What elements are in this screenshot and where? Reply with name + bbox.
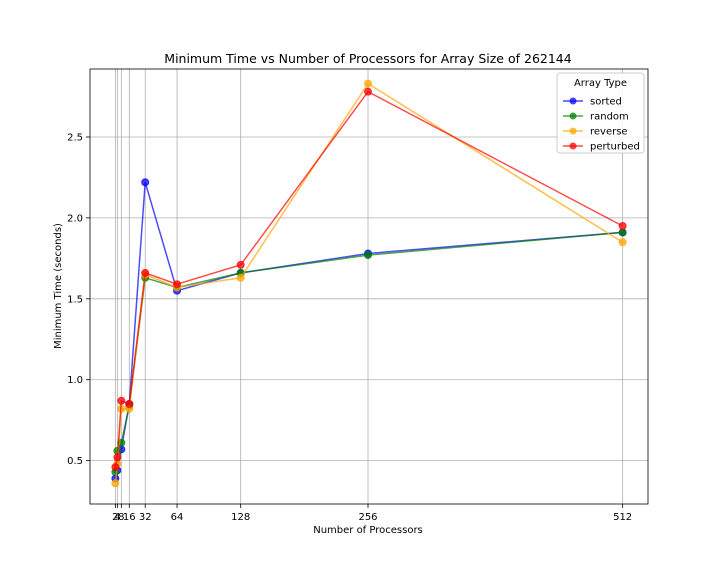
legend-label: perturbed xyxy=(590,142,640,153)
data-point-perturbed xyxy=(173,280,182,289)
x-tick-label: 8 xyxy=(118,512,124,523)
series-sorted xyxy=(111,178,627,483)
legend-item-sorted: sorted xyxy=(563,97,622,108)
data-point-reverse xyxy=(364,79,373,88)
x-tick-label: 2 xyxy=(112,512,118,523)
legend-marker xyxy=(569,112,577,120)
x-tick-label: 256 xyxy=(358,512,377,523)
series-line-perturbed xyxy=(114,90,623,468)
y-tick-label: 2.5 xyxy=(67,132,83,143)
data-point-perturbed xyxy=(236,260,245,269)
data-point-perturbed xyxy=(364,87,373,96)
series-line-random xyxy=(114,231,623,473)
legend-box xyxy=(556,72,645,154)
y-axis-label: Minimum Time (seconds) xyxy=(53,223,64,349)
legend-label: random xyxy=(590,112,629,123)
plot-frame xyxy=(89,68,649,505)
x-tick-label: 4 xyxy=(114,512,120,523)
legend-label: reverse xyxy=(590,127,628,138)
y-tick-label: 2.0 xyxy=(67,213,83,224)
data-point-perturbed xyxy=(117,396,126,405)
x-tick-label: 512 xyxy=(613,512,632,523)
chart-title: Minimum Time vs Number of Processors for… xyxy=(164,51,571,66)
series-perturbed xyxy=(111,87,627,472)
data-point-perturbed xyxy=(125,399,134,408)
data-point-reverse xyxy=(111,479,120,488)
legend-item-perturbed: perturbed xyxy=(563,142,640,153)
legend-label: sorted xyxy=(590,97,622,108)
y-tick-label: 1.5 xyxy=(67,294,83,305)
data-point-sorted xyxy=(141,178,150,187)
legend: Array Type sorted random reverse perturbed xyxy=(556,72,645,154)
data-point-perturbed xyxy=(111,463,120,472)
data-point-random xyxy=(364,251,373,260)
series-line-sorted xyxy=(114,182,623,479)
legend-marker xyxy=(569,97,577,105)
data-series xyxy=(111,79,627,488)
data-point-reverse xyxy=(618,238,627,247)
data-point-perturbed xyxy=(618,221,627,230)
data-point-perturbed xyxy=(113,453,122,462)
y-tick-label: 0.5 xyxy=(67,456,83,467)
legend-marker xyxy=(569,127,577,135)
x-tick-label: 16 xyxy=(123,512,136,523)
series-random xyxy=(111,228,627,476)
data-point-perturbed xyxy=(141,268,150,277)
x-axis-label: Number of Processors xyxy=(313,525,423,536)
x-tick-label: 128 xyxy=(231,512,250,523)
data-point-random xyxy=(618,228,627,237)
series-reverse xyxy=(111,79,627,488)
legend-item-reverse: reverse xyxy=(563,127,628,138)
x-tick-label: 64 xyxy=(171,512,184,523)
legend-marker xyxy=(569,142,577,150)
y-tick-label: 1.0 xyxy=(67,375,83,386)
legend-item-random: random xyxy=(563,112,629,123)
x-tick-label: 32 xyxy=(139,512,152,523)
data-point-reverse xyxy=(236,273,245,282)
legend-title: Array Type xyxy=(574,78,627,89)
